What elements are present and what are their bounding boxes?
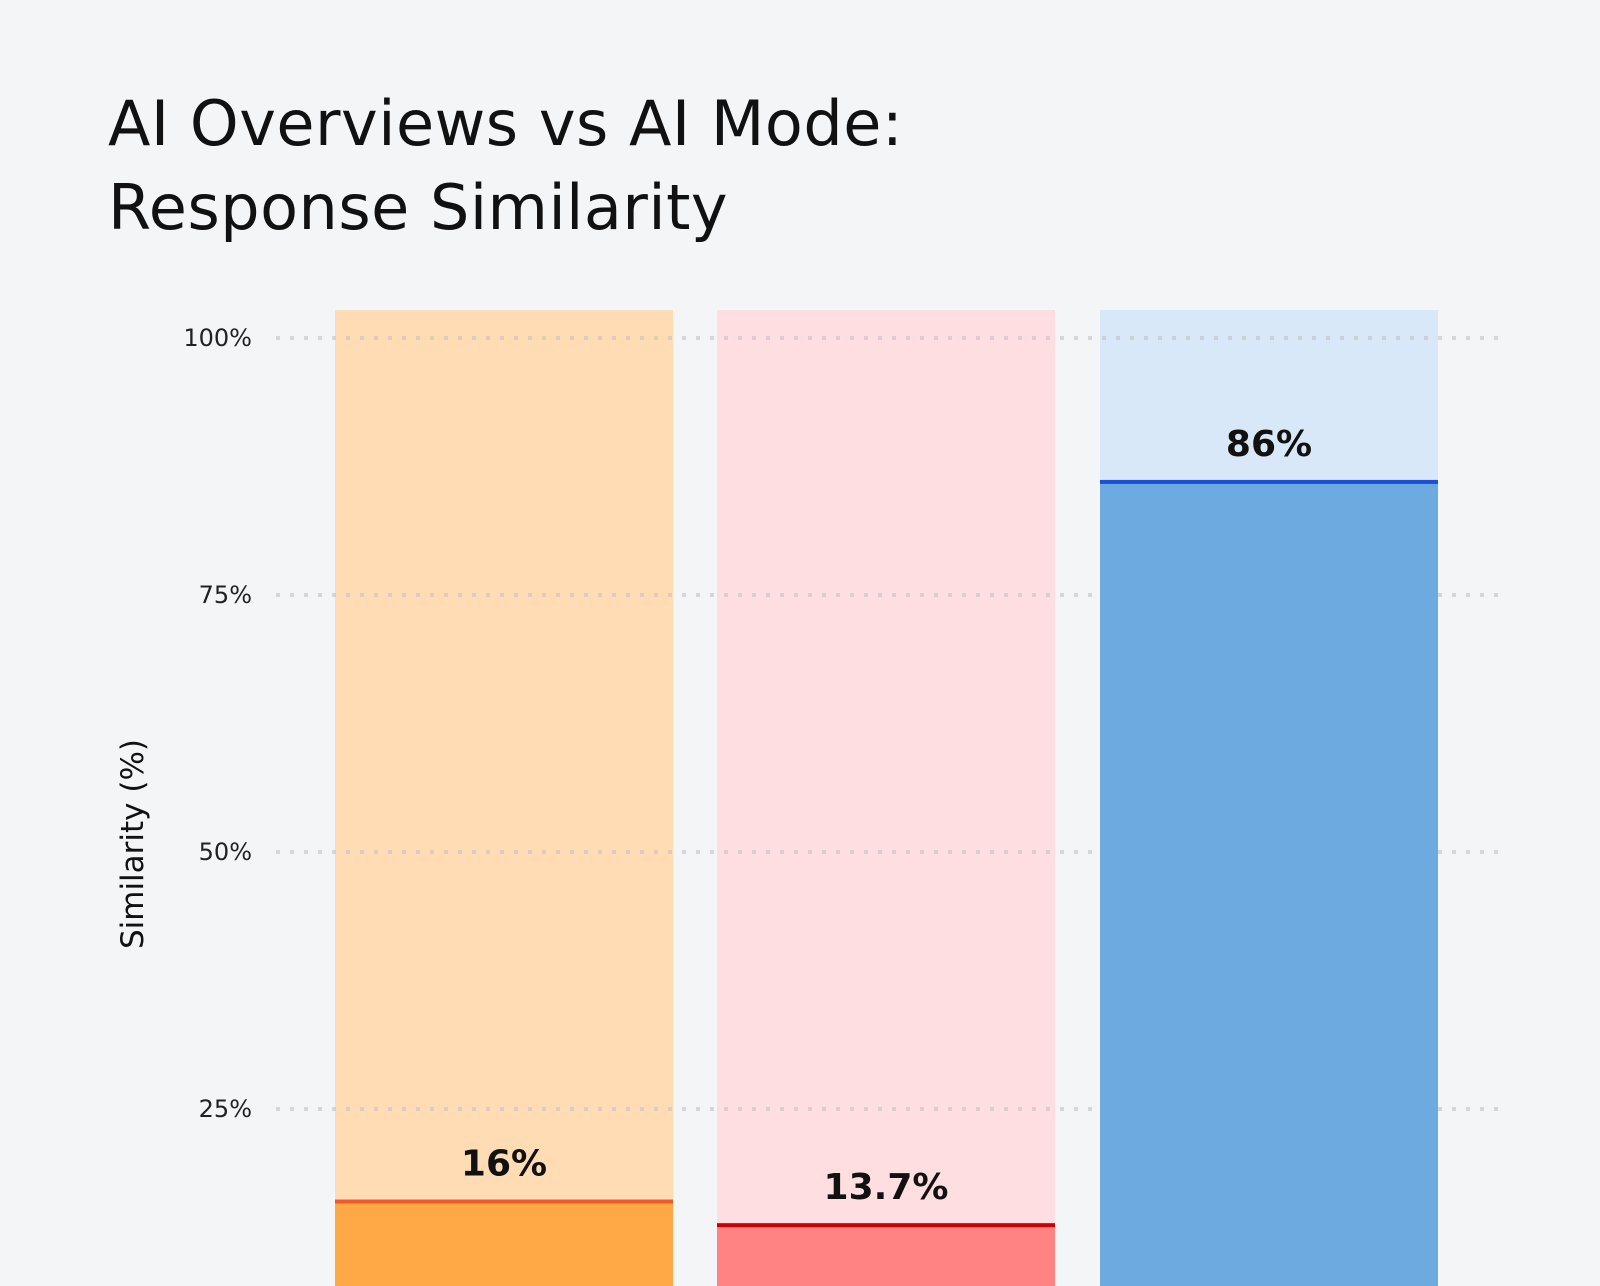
- bar-background: [335, 310, 673, 1286]
- y-tick-label: 50%: [199, 838, 252, 866]
- y-tick-label: 75%: [199, 581, 252, 609]
- data-label: 86%: [1226, 424, 1312, 465]
- bar: [1100, 481, 1438, 1286]
- chart-title-line-2: Response Similarity: [108, 171, 729, 244]
- bar: [717, 1225, 1055, 1286]
- bar-background: [717, 310, 1055, 1286]
- chart-title: AI Overviews vs AI Mode: Response Simila…: [108, 82, 903, 250]
- data-label: 13.7%: [824, 1167, 949, 1208]
- bar-top-line: [1100, 479, 1438, 484]
- bar-top-line: [717, 1223, 1055, 1228]
- bar: [335, 1201, 673, 1286]
- y-tick-label: 100%: [183, 324, 252, 352]
- y-tick-label: 25%: [199, 1095, 252, 1123]
- bar-top-line: [335, 1199, 673, 1204]
- data-label: 16%: [461, 1144, 547, 1185]
- chart-title-line-1: AI Overviews vs AI Mode:: [108, 87, 904, 160]
